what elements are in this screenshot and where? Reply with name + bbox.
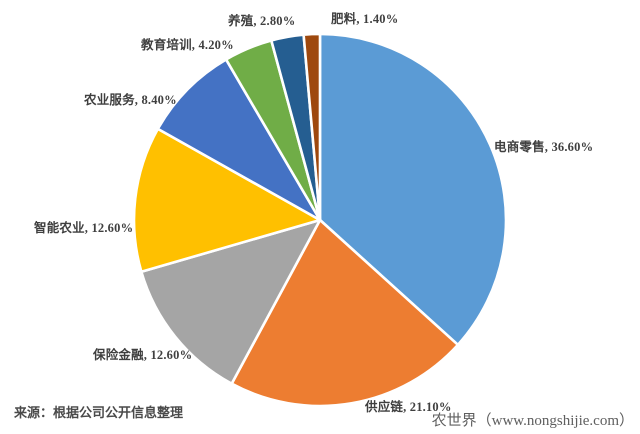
- pie-label-ecommerce: 电商零售, 36.60%: [494, 140, 594, 154]
- pie-slice-1: [318, 32, 508, 347]
- watermark-text: 农世界（www.nongshijie.com）: [431, 413, 634, 429]
- source-note: 来源：根据公司公开信息整理: [14, 405, 184, 420]
- pie-slice-2: [230, 218, 460, 408]
- pie-slice-8: [302, 32, 322, 222]
- pie-slice-4: [132, 127, 322, 274]
- pie-label-fertilizer: 肥料, 1.40%: [331, 12, 399, 26]
- pie-label-smart-agriculture: 智能农业, 12.60%: [34, 221, 134, 235]
- pie-label-agri-service: 农业服务, 8.40%: [84, 93, 177, 107]
- pie-label-supply-chain: 供应链, 21.10%: [365, 400, 452, 414]
- pie-label-education-training: 教育培训, 4.20%: [141, 38, 234, 52]
- pie-slice-group: [132, 32, 508, 408]
- pie-label-breeding: 养殖, 2.80%: [228, 14, 296, 28]
- pie-label-insurance-finance: 保险金融, 12.60%: [93, 348, 193, 362]
- pie-slice-3: [140, 218, 322, 385]
- pie-slice-5: [156, 58, 322, 222]
